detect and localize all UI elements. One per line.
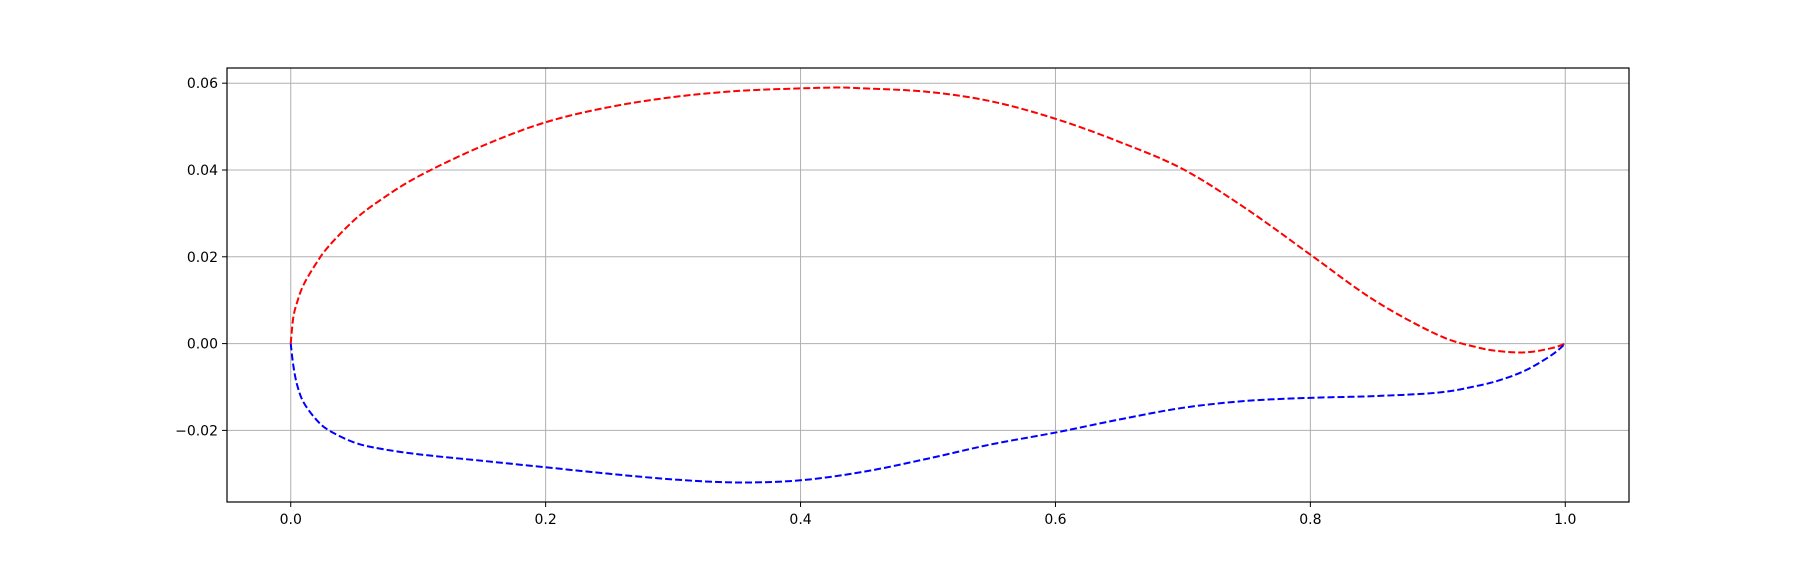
y-tick-label: 0.02 <box>187 250 218 266</box>
x-tick-label: 0.2 <box>535 512 557 528</box>
grid <box>227 68 1629 502</box>
y-tick-label: 0.04 <box>187 163 218 179</box>
upper-surface-line <box>289 86 1566 354</box>
x-tick-label: 1.0 <box>1554 512 1576 528</box>
lower-surface-line <box>289 342 1566 484</box>
x-tick-label: 0.8 <box>1299 512 1321 528</box>
y-tick-label: 0.06 <box>187 76 218 92</box>
x-tick-label: 0.0 <box>280 512 302 528</box>
y-axis: −0.02 0.00 0.02 0.04 0.06 <box>175 76 227 439</box>
y-tick-label: 0.00 <box>187 337 218 353</box>
plot-frame <box>226 67 1630 503</box>
y-tick-label: −0.02 <box>175 423 218 439</box>
x-axis: 0.0 0.2 0.4 0.6 0.8 1.0 <box>280 502 1576 528</box>
x-tick-label: 0.4 <box>789 512 811 528</box>
series-layer <box>289 86 1566 484</box>
x-tick-label: 0.6 <box>1044 512 1066 528</box>
